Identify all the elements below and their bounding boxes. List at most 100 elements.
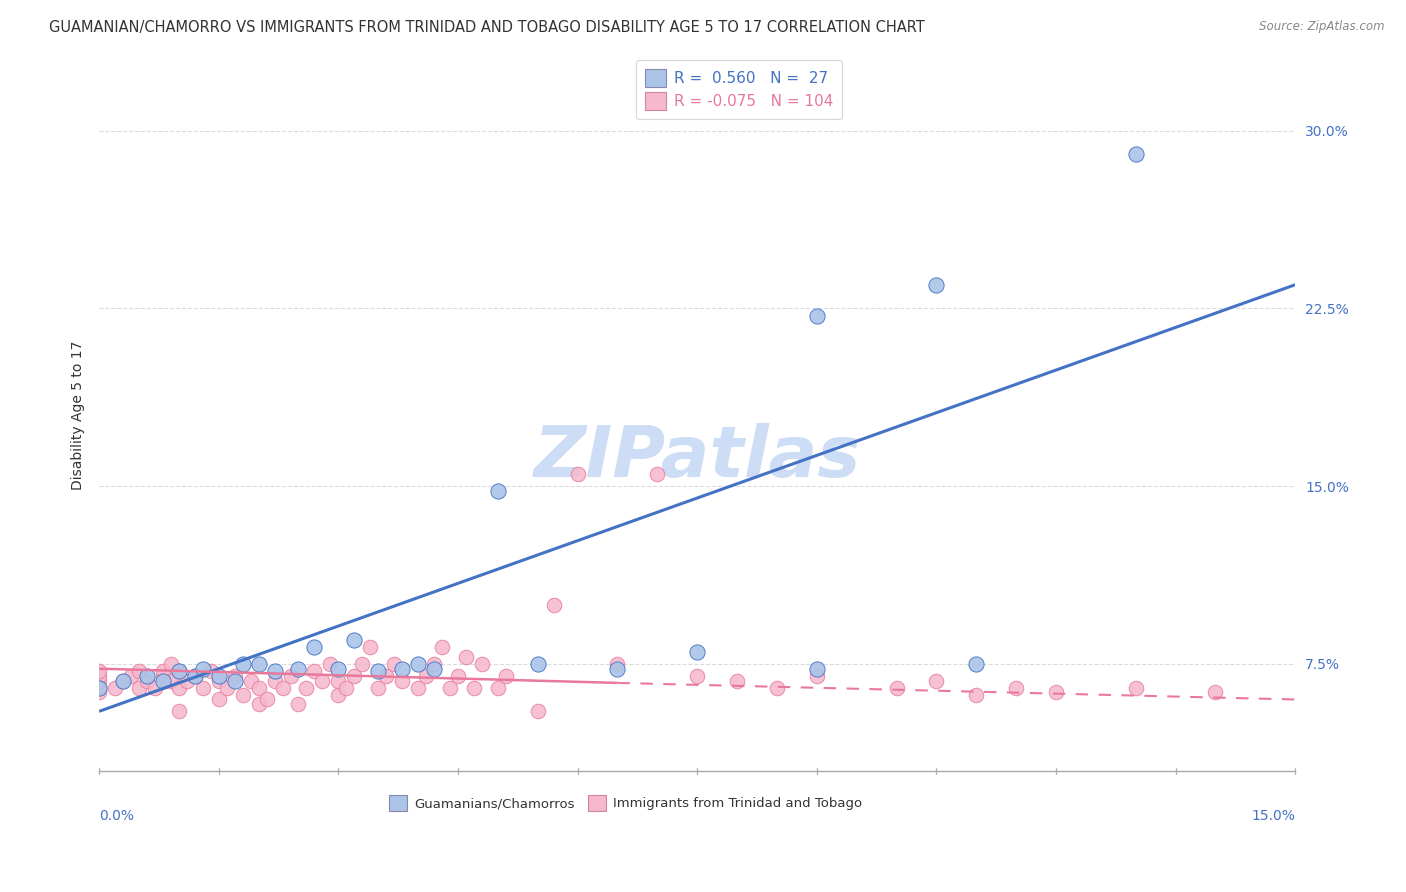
Point (160, 657, 183, 671)
Point (191, 681, 214, 695)
Point (423, 662, 446, 676)
Point (382, 657, 405, 671)
Text: 0.0%: 0.0% (100, 809, 134, 823)
Point (606, 662, 628, 676)
Point (184, 669, 207, 683)
Point (367, 681, 389, 695)
Point (439, 681, 461, 695)
Point (606, 657, 628, 671)
Point (647, 467, 669, 482)
Point (406, 681, 429, 695)
Point (89, 673, 111, 688)
Point (423, 657, 446, 671)
Point (1125, 681, 1147, 695)
Point (543, 598, 565, 612)
Point (176, 673, 198, 688)
Point (391, 662, 413, 676)
Point (247, 697, 270, 711)
Point (965, 688, 987, 702)
Point (375, 669, 398, 683)
Point (806, 309, 828, 323)
Point (152, 673, 174, 688)
Point (263, 664, 285, 678)
Point (232, 657, 254, 671)
Point (112, 673, 135, 688)
Point (295, 681, 318, 695)
Point (232, 688, 254, 702)
Text: 15.0%: 15.0% (1251, 809, 1295, 823)
Point (89, 685, 111, 699)
Point (167, 681, 190, 695)
Point (359, 640, 381, 655)
Point (208, 692, 231, 706)
Point (271, 681, 294, 695)
Point (567, 467, 589, 482)
Point (167, 704, 190, 718)
Point (686, 669, 709, 683)
Point (304, 640, 326, 655)
Point (136, 669, 159, 683)
Point (208, 669, 231, 683)
Point (167, 664, 190, 678)
Point (152, 664, 174, 678)
Point (239, 673, 262, 688)
Point (328, 688, 350, 702)
Point (1125, 147, 1147, 161)
Point (343, 669, 366, 683)
Point (311, 673, 333, 688)
Point (471, 657, 494, 671)
Point (104, 681, 127, 695)
Point (406, 657, 429, 671)
Point (152, 669, 174, 683)
Point (128, 664, 150, 678)
Point (526, 657, 548, 671)
Point (343, 633, 366, 648)
Point (287, 697, 309, 711)
Point (319, 657, 342, 671)
Point (208, 673, 231, 688)
Point (486, 681, 509, 695)
Point (89, 664, 111, 678)
Point (1045, 685, 1067, 699)
Text: Source: ZipAtlas.com: Source: ZipAtlas.com (1260, 20, 1385, 33)
Point (447, 669, 470, 683)
Point (463, 681, 485, 695)
Point (1005, 681, 1028, 695)
Point (304, 664, 326, 678)
Point (965, 657, 987, 671)
Point (352, 657, 374, 671)
Point (367, 664, 389, 678)
Point (415, 669, 437, 683)
Point (686, 645, 709, 659)
Point (280, 669, 302, 683)
Point (328, 662, 350, 676)
Point (806, 662, 828, 676)
Point (925, 673, 948, 688)
Y-axis label: Disability Age 5 to 17: Disability Age 5 to 17 (72, 341, 86, 490)
Point (766, 681, 789, 695)
Point (89, 681, 111, 695)
Point (184, 669, 207, 683)
Point (391, 673, 413, 688)
Point (725, 673, 748, 688)
Point (200, 664, 222, 678)
Point (167, 664, 190, 678)
Point (1204, 685, 1226, 699)
Point (263, 673, 285, 688)
Point (191, 662, 214, 676)
Point (136, 673, 159, 688)
Point (89, 669, 111, 683)
Point (224, 669, 246, 683)
Point (89, 681, 111, 695)
Point (128, 681, 150, 695)
Text: ZIPatlas: ZIPatlas (533, 424, 860, 492)
Point (287, 662, 309, 676)
Point (112, 673, 135, 688)
Point (526, 704, 548, 718)
Point (335, 681, 357, 695)
Point (224, 673, 246, 688)
Point (486, 483, 509, 498)
Text: GUAMANIAN/CHAMORRO VS IMMIGRANTS FROM TRINIDAD AND TOBAGO DISABILITY AGE 5 TO 17: GUAMANIAN/CHAMORRO VS IMMIGRANTS FROM TR… (49, 20, 925, 35)
Point (925, 277, 948, 292)
Point (215, 681, 238, 695)
